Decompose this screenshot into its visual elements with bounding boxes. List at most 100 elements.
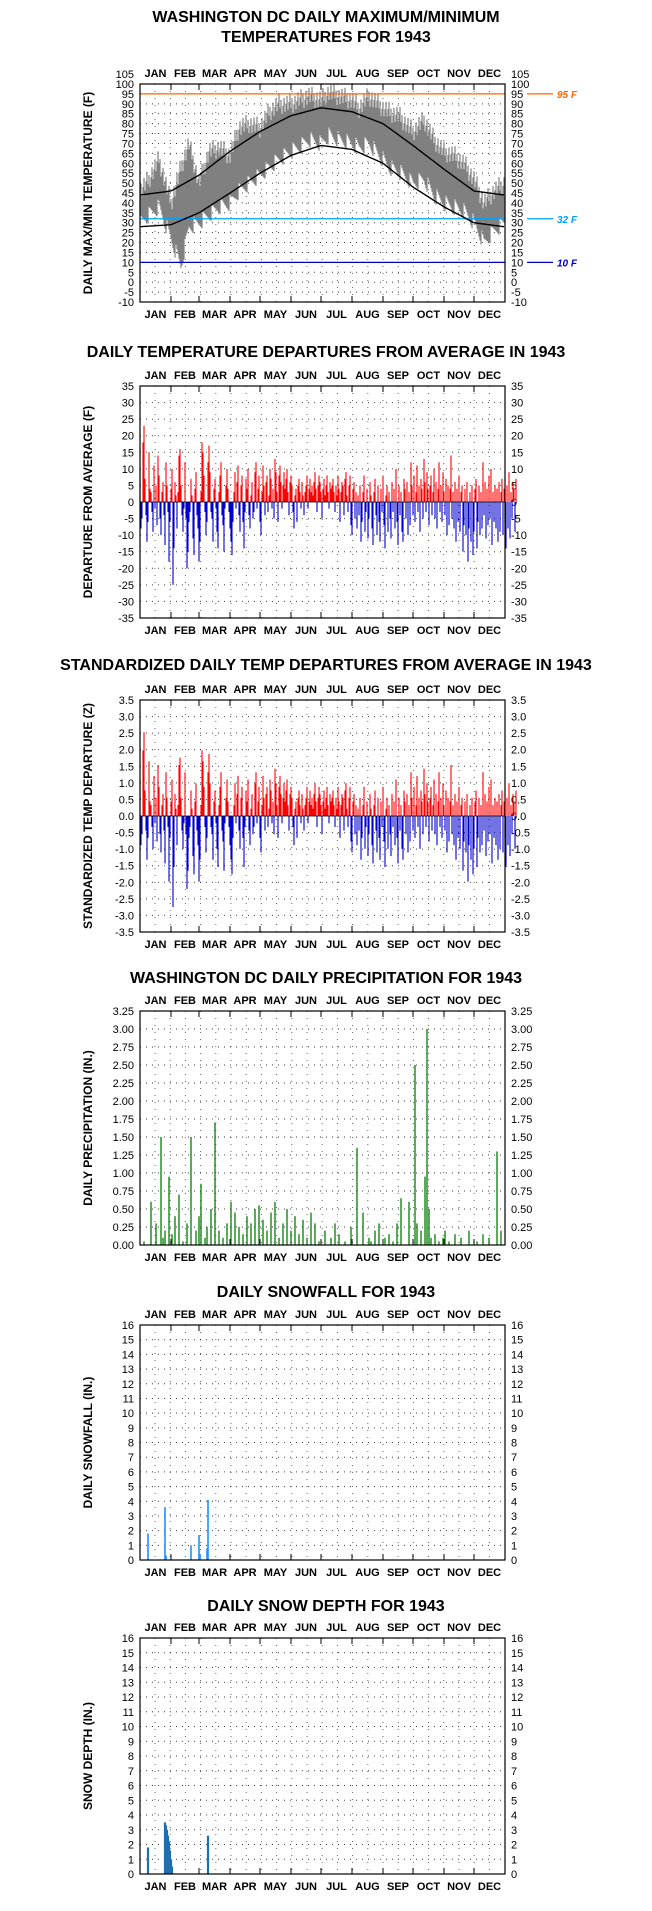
temps-ytick-right: 65: [511, 148, 523, 160]
precip-ytick-left: 3.25: [113, 1006, 134, 1018]
snowfall-ytick-right: 14: [511, 1349, 523, 1361]
snowfall-month-label-bottom: NOV: [447, 1567, 472, 1579]
std_departures-ytick-right: 2.5: [511, 728, 526, 740]
departures-ytick-right: 10: [511, 464, 523, 476]
std_departures-month-label-bottom: SEP: [387, 939, 409, 951]
temps-ytick-right: 70: [511, 138, 523, 150]
temps-ytick-right: 90: [511, 99, 523, 111]
departures-ytick-right: 35: [511, 381, 523, 393]
snowfall-ytick-left: 0: [128, 1555, 134, 1567]
precip-ytick-left: 2.50: [113, 1060, 134, 1072]
precip-month-label-top: AUG: [355, 995, 379, 1007]
std_departures-month-label-bottom: APR: [233, 939, 256, 951]
departures-ytick-right: -10: [511, 530, 527, 542]
departures-month-label-bottom: JUN: [295, 625, 317, 637]
std_departures-ytick-right: -1.5: [511, 861, 530, 873]
std_departures-month-label-bottom: JUL: [326, 939, 347, 951]
snowfall-ytick-left: 9: [128, 1423, 134, 1435]
temps-month-label-bottom: FEB: [174, 309, 196, 321]
departures-month-label-top: OCT: [417, 370, 441, 382]
snowfall-ytick-right: 15: [511, 1335, 523, 1347]
temps-month-label-top: SEP: [387, 68, 409, 80]
snowfall-ytick-left: 5: [128, 1482, 134, 1494]
temps-ytick-left: 50: [122, 178, 134, 190]
std_departures-ytick-right: -2.5: [511, 894, 530, 906]
departures-month-label-top: NOV: [447, 370, 472, 382]
temps-plot-border: [139, 83, 506, 303]
snowdepth-ytick-right: 8: [511, 1751, 517, 1763]
snowfall-ytick-right: 10: [511, 1408, 523, 1420]
snowfall-month-label-top: OCT: [417, 1309, 441, 1321]
temps-month-label-bottom: JAN: [144, 309, 166, 321]
temps-ytick-right: 85: [511, 109, 523, 121]
chart-temps: WASHINGTON DC DAILY MAXIMUM/MINIMUM TEMPE…: [81, 9, 578, 321]
std_departures-month-label-bottom: OCT: [417, 939, 441, 951]
snowdepth-ytick-left: 10: [122, 1722, 134, 1734]
std_departures-ytick-right: 3.0: [511, 712, 526, 724]
snowfall-ytick-left: 3: [128, 1511, 134, 1523]
snowfall-ytick-right: 12: [511, 1379, 523, 1391]
snowfall-ytick-right: 5: [511, 1482, 517, 1494]
snowfall-month-label-top: JUN: [295, 1309, 317, 1321]
precip-month-label-bottom: MAY: [264, 1252, 288, 1264]
snowdepth-ytick-left: 11: [123, 1707, 134, 1719]
departures-month-label-top: APR: [233, 370, 256, 382]
temps-month-label-bottom: JUL: [326, 309, 347, 321]
precip-month-label-bottom: APR: [233, 1252, 256, 1264]
precip-ytick-left: 1.75: [113, 1114, 134, 1126]
temps-ytick-left: 75: [122, 129, 134, 141]
departures-ytick-right: -5: [511, 514, 521, 526]
normal-min-line: [139, 144, 505, 228]
precip-month-label-bottom: DEC: [478, 1252, 501, 1264]
snowfall-ytick-left: 4: [128, 1496, 134, 1508]
temps-ytick-left: 70: [122, 138, 134, 150]
departures-ytick-left: -35: [118, 613, 134, 625]
temps-ytick-right: 50: [511, 178, 523, 190]
snowfall-ytick-left: 11: [123, 1393, 134, 1405]
precip-month-label-bottom: SEP: [387, 1252, 409, 1264]
departures-ytick-right: 0: [511, 497, 517, 509]
snowdepth-ytick-left: 7: [128, 1766, 134, 1778]
std_departures-month-label-top: JUL: [326, 684, 347, 696]
temps-ytick-left: 85: [122, 109, 134, 121]
std_departures-month-label-bottom: DEC: [478, 939, 501, 951]
departures-month-label-bottom: JAN: [144, 625, 166, 637]
precip-ytick-right: 2.50: [511, 1060, 532, 1072]
snowdepth-title-line: DAILY SNOW DEPTH FOR 1943: [207, 1598, 444, 1615]
temps-ytick-left: 30: [122, 218, 134, 230]
std_departures-month-label-bottom: FEB: [174, 939, 196, 951]
precip-ytick-left: 2.25: [113, 1078, 134, 1090]
precip-ytick-left: 1.50: [113, 1132, 134, 1144]
snowdepth-month-label-bottom: NOV: [447, 1881, 472, 1893]
snowdepth-ytick-left: 6: [128, 1781, 134, 1793]
departures-ytick-left: -10: [118, 530, 134, 542]
std_departures-month-label-top: SEP: [387, 684, 409, 696]
precip-ylabel: DAILY PRECIPITATION (IN.): [81, 1050, 95, 1206]
snowdepth-month-label-top: DEC: [478, 1622, 501, 1634]
snowdepth-month-label-bottom: AUG: [355, 1881, 379, 1893]
precip-month-label-top: SEP: [387, 995, 409, 1007]
snowfall-ytick-left: 1: [128, 1540, 134, 1552]
temps-month-label-top: DEC: [478, 68, 501, 80]
temps-ytick-left: 25: [122, 228, 134, 240]
reference-line-label: 10 F: [557, 258, 578, 269]
snowfall-ytick-left: 10: [122, 1408, 134, 1420]
temps-ytick-right: 5: [511, 267, 517, 279]
departures-month-label-bottom: SEP: [387, 625, 409, 637]
temps-ytick-right: 30: [511, 218, 523, 230]
temps-ytick-left: 80: [122, 119, 134, 131]
std_departures-plot-border: [139, 699, 506, 933]
precip-month-label-top: MAY: [264, 995, 288, 1007]
precip-month-label-bottom: OCT: [417, 1252, 441, 1264]
snowdepth-month-label-bottom: OCT: [417, 1881, 441, 1893]
departures-ytick-right: 15: [511, 447, 523, 459]
snowdepth-month-label-top: JUL: [326, 1622, 347, 1634]
temps-ytick-right: 0: [511, 277, 517, 289]
std_departures-ytick-right: -3.0: [511, 910, 530, 922]
snowdepth-ytick-right: 12: [511, 1692, 523, 1704]
std_departures-ytick-left: -3.0: [115, 910, 134, 922]
precip-ytick-right: 1.25: [511, 1150, 532, 1162]
snowdepth-ytick-right: 11: [511, 1707, 522, 1719]
temps-month-label-bottom: SEP: [387, 309, 409, 321]
temps-ytick-right: 100: [511, 79, 529, 91]
